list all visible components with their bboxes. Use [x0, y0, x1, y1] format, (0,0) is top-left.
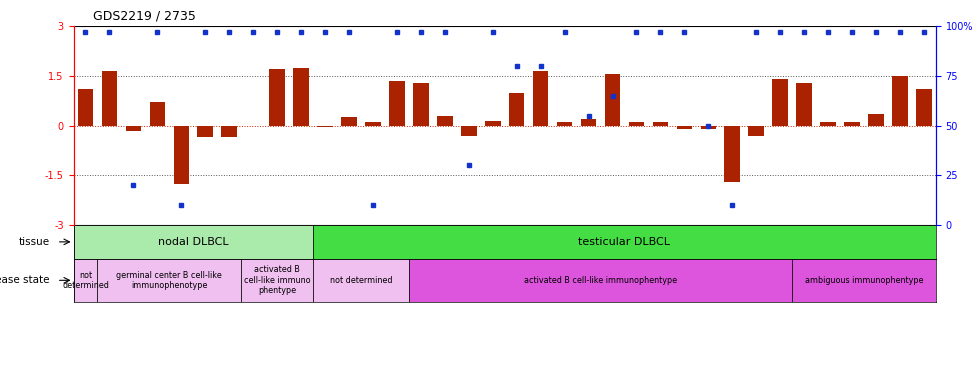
- Bar: [461, 126, 476, 136]
- Text: activated B cell-like immunophentype: activated B cell-like immunophentype: [524, 276, 677, 285]
- Bar: [533, 71, 549, 126]
- Bar: [313, 225, 936, 259]
- Bar: [509, 93, 524, 126]
- Text: nodal DLBCL: nodal DLBCL: [158, 237, 228, 247]
- Bar: [792, 259, 936, 302]
- Text: tissue: tissue: [19, 237, 50, 247]
- Bar: [150, 102, 165, 126]
- Bar: [581, 119, 596, 126]
- Bar: [102, 71, 118, 126]
- Bar: [74, 259, 97, 302]
- Text: activated B
cell-like immuno
phentype: activated B cell-like immuno phentype: [244, 266, 311, 295]
- Bar: [97, 259, 241, 302]
- Bar: [270, 69, 285, 126]
- Bar: [77, 89, 93, 126]
- Text: not determined: not determined: [329, 276, 392, 285]
- Bar: [173, 126, 189, 184]
- Bar: [605, 74, 620, 126]
- Bar: [389, 81, 405, 126]
- Bar: [221, 126, 237, 137]
- Text: disease state: disease state: [0, 275, 50, 285]
- Bar: [241, 259, 313, 302]
- Bar: [197, 126, 213, 137]
- Bar: [485, 121, 501, 126]
- Bar: [409, 259, 792, 302]
- Bar: [868, 114, 884, 126]
- Bar: [74, 225, 313, 259]
- Bar: [413, 82, 428, 126]
- Bar: [628, 122, 644, 126]
- Bar: [749, 126, 764, 136]
- Text: ambiguous immunophentype: ambiguous immunophentype: [805, 276, 923, 285]
- Bar: [318, 126, 333, 127]
- Bar: [892, 76, 907, 126]
- Text: GDS2219 / 2735: GDS2219 / 2735: [93, 9, 196, 22]
- Bar: [820, 122, 836, 126]
- Text: testicular DLBCL: testicular DLBCL: [578, 237, 670, 247]
- Bar: [916, 89, 932, 126]
- Bar: [701, 126, 716, 129]
- Bar: [844, 122, 859, 126]
- Bar: [437, 116, 453, 126]
- Bar: [772, 79, 788, 126]
- Bar: [366, 122, 380, 126]
- Bar: [724, 126, 740, 182]
- Bar: [797, 82, 811, 126]
- Bar: [313, 259, 409, 302]
- Bar: [293, 68, 309, 126]
- Text: not
determined: not determined: [62, 271, 109, 290]
- Bar: [125, 126, 141, 130]
- Bar: [557, 122, 572, 126]
- Bar: [341, 117, 357, 126]
- Text: germinal center B cell-like
immunophenotype: germinal center B cell-like immunophenot…: [117, 271, 222, 290]
- Bar: [676, 126, 692, 129]
- Bar: [653, 122, 668, 126]
